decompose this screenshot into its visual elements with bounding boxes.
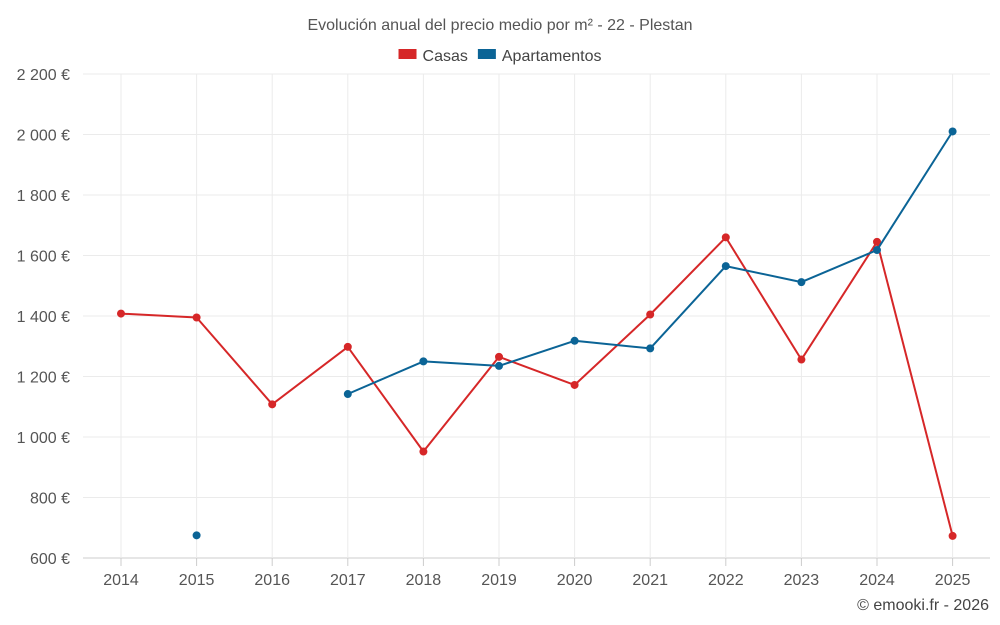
legend-swatch	[477, 49, 496, 59]
y-tick-label: 2 200 €	[17, 67, 70, 84]
x-tick-label: 2020	[557, 572, 593, 589]
y-tick-label: 800 €	[30, 491, 70, 508]
x-axis-ticks: 2014 2015 2016 2017 2018 2019 2020 2021 2022 2023…	[103, 558, 970, 589]
x-tick-label: 2021	[632, 572, 668, 589]
x-tick-label: 2015	[179, 572, 215, 589]
data-point[interactable]	[646, 344, 655, 353]
data-point[interactable]	[495, 361, 503, 370]
data-point[interactable]	[873, 237, 881, 246]
y-tick-label: 1 200 €	[17, 370, 70, 387]
x-tick-label: 2023	[784, 572, 820, 589]
x-tick-label: 2018	[406, 572, 442, 589]
data-point[interactable]	[873, 246, 881, 255]
series-casas	[117, 233, 957, 540]
y-tick-label: 600 €	[30, 551, 70, 568]
x-tick-label: 2024	[859, 572, 895, 589]
data-point[interactable]	[721, 233, 730, 242]
data-point[interactable]	[419, 357, 428, 366]
data-point[interactable]	[948, 127, 957, 136]
legend-label: Apartamentos	[502, 48, 602, 65]
data-point[interactable]	[797, 278, 806, 287]
y-gridlines	[83, 73, 990, 559]
x-tick-label: 2014	[103, 572, 139, 589]
legend-item-casas[interactable]: Casas	[398, 48, 468, 65]
data-point[interactable]	[192, 313, 201, 322]
data-point[interactable]	[570, 336, 579, 345]
legend: Casas Apartamentos	[398, 48, 602, 65]
y-tick-label: 1 800 €	[17, 188, 70, 205]
series-apartamentos	[192, 127, 957, 540]
x-tick-label: 2017	[330, 572, 366, 589]
x-tick-label: 2022	[708, 572, 744, 589]
legend-swatch	[398, 49, 417, 59]
y-tick-label: 1 400 €	[17, 309, 70, 326]
data-point[interactable]	[343, 390, 352, 399]
data-point[interactable]	[797, 355, 806, 364]
x-tick-label: 2019	[481, 572, 517, 589]
chart-title: Evolución anual del precio medio por m² …	[307, 17, 692, 34]
data-point[interactable]	[419, 447, 428, 456]
legend-item-apartamentos[interactable]: Apartamentos	[477, 48, 602, 65]
legend-label: Casas	[423, 48, 468, 65]
y-axis-ticks: 600 € 800 € 1 000 € 1 200 € 1 400 € 1 600 € 1 …	[17, 67, 70, 568]
y-tick-label: 1 600 €	[17, 249, 70, 266]
x-tick-label: 2016	[254, 572, 290, 589]
y-tick-label: 2 000 €	[17, 128, 70, 145]
y-tick-label: 1 000 €	[17, 430, 70, 447]
series-line	[120, 236, 954, 537]
data-point[interactable]	[268, 400, 277, 409]
data-point[interactable]	[117, 309, 125, 318]
data-point[interactable]	[192, 531, 201, 540]
x-tick-label: 2025	[935, 572, 971, 589]
data-point[interactable]	[721, 262, 730, 271]
credit-text: © emooki.fr - 2026	[857, 597, 989, 614]
data-point[interactable]	[495, 352, 503, 361]
data-point[interactable]	[570, 380, 579, 389]
data-point[interactable]	[343, 342, 352, 351]
data-point[interactable]	[646, 310, 655, 319]
data-point[interactable]	[948, 531, 957, 540]
series-group	[117, 127, 957, 540]
